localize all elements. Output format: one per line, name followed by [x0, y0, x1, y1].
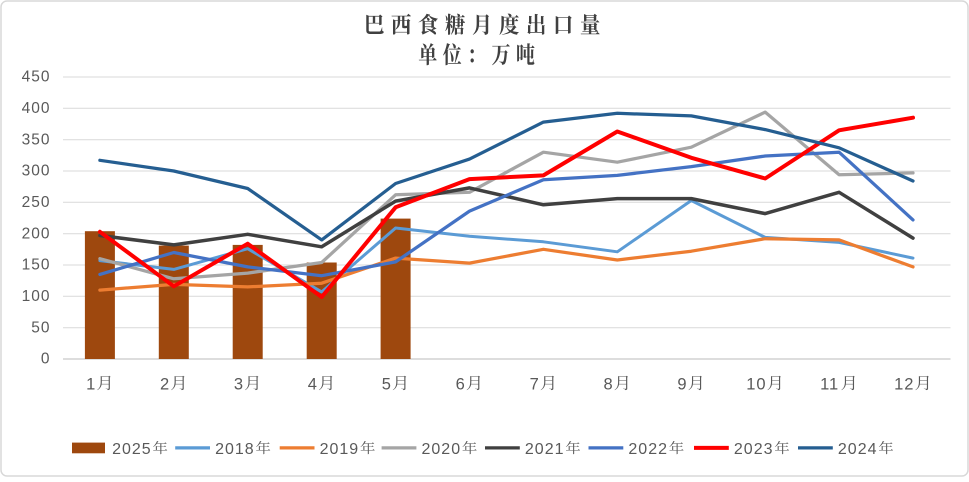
svg-text:2023: 2023 [734, 441, 774, 458]
svg-text:9: 9 [677, 375, 687, 393]
svg-text:0: 0 [41, 351, 51, 368]
svg-text:2025: 2025 [112, 441, 152, 458]
svg-text:10: 10 [746, 375, 766, 393]
svg-text:11: 11 [820, 375, 839, 393]
svg-text:2018: 2018 [215, 441, 255, 458]
svg-text:2: 2 [160, 375, 170, 393]
svg-text:300: 300 [22, 163, 51, 180]
svg-text:100: 100 [22, 288, 51, 305]
svg-text:2022: 2022 [628, 441, 668, 458]
svg-text:4: 4 [308, 375, 318, 393]
svg-text:6: 6 [456, 375, 466, 393]
svg-text:200: 200 [22, 225, 51, 242]
svg-text:350: 350 [22, 131, 51, 148]
svg-text:2019: 2019 [320, 441, 360, 458]
svg-text:1: 1 [86, 375, 96, 393]
svg-text:2024: 2024 [838, 441, 878, 458]
svg-text:8: 8 [604, 375, 614, 393]
svg-text:400: 400 [22, 100, 51, 117]
svg-text:2021: 2021 [525, 441, 565, 458]
svg-text:5: 5 [382, 375, 392, 393]
svg-text:3: 3 [234, 375, 244, 393]
svg-text:50: 50 [31, 319, 50, 336]
svg-text:2020: 2020 [422, 441, 462, 458]
svg-text:450: 450 [22, 69, 51, 86]
svg-text:250: 250 [22, 194, 51, 211]
svg-text:150: 150 [22, 257, 51, 274]
svg-text:7: 7 [530, 375, 540, 393]
svg-text:12: 12 [894, 375, 914, 393]
